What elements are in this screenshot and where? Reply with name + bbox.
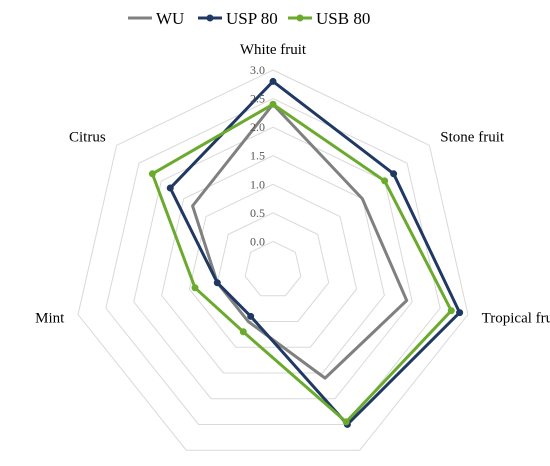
- grid-ring-2: [188, 183, 358, 348]
- point-usb-80-4: [239, 328, 247, 336]
- axis-label: Flowery: [366, 465, 416, 466]
- tick-label: 1.0: [250, 177, 265, 191]
- point-usb-80-1: [381, 177, 389, 185]
- point-usp-80-2: [456, 309, 464, 317]
- point-usp-80-0: [269, 77, 277, 85]
- legend-label: USB 80: [316, 9, 370, 28]
- grid-ring-4: [133, 126, 413, 400]
- series-line-usb-80: [150, 102, 453, 424]
- grid-ring-0: [244, 240, 302, 297]
- point-usb-80-6: [148, 170, 156, 178]
- axis-label: White fruit: [240, 42, 307, 58]
- axis-label: Citrus: [69, 130, 106, 146]
- axis-label-layer: White fruit Stone fruit Tropical fruit Flow…: [35, 42, 550, 466]
- tick-label: 1.5: [250, 149, 265, 163]
- axis-label: Tropical fruit: [482, 311, 550, 327]
- point-usp-80-1: [390, 170, 398, 178]
- tick-label: 0.5: [250, 206, 265, 220]
- axis-label: Stone fruit: [440, 130, 505, 146]
- point-usb-80-0: [269, 100, 277, 108]
- tick-label: 2.0: [250, 120, 265, 134]
- point-usp-80-4: [247, 312, 255, 320]
- grid-ring-3: [161, 155, 385, 374]
- series-line-wu: [191, 102, 409, 380]
- legend: WU USP 80 USB 80: [128, 9, 370, 28]
- point-usb-80-2: [447, 307, 455, 315]
- grid-ring-5: [105, 98, 441, 425]
- tick-label: 2.5: [250, 92, 265, 106]
- tick-layer: 0.0 0.5 1.0 1.5 2.0 2.5 3.0: [250, 63, 265, 248]
- grid-layer: [77, 69, 469, 451]
- axis-label: Herbaceus: [117, 465, 180, 466]
- point-usp-80-5: [213, 279, 221, 287]
- point-usp-80-6: [166, 184, 174, 192]
- axis-label: Mint: [35, 311, 65, 327]
- tick-label: 3.0: [250, 63, 265, 77]
- legend-label: WU: [156, 9, 184, 28]
- grid-ring-6: [77, 69, 469, 451]
- point-usb-80-3: [342, 418, 350, 426]
- grid-ring-1: [216, 212, 330, 322]
- legend-marker: [206, 14, 214, 22]
- point-usb-80-5: [191, 284, 199, 292]
- series-layer: [148, 77, 464, 428]
- legend-label: USP 80: [226, 9, 278, 28]
- legend-marker: [296, 14, 304, 22]
- tick-label: 0.0: [250, 234, 265, 248]
- series-line-usp-80: [168, 79, 462, 426]
